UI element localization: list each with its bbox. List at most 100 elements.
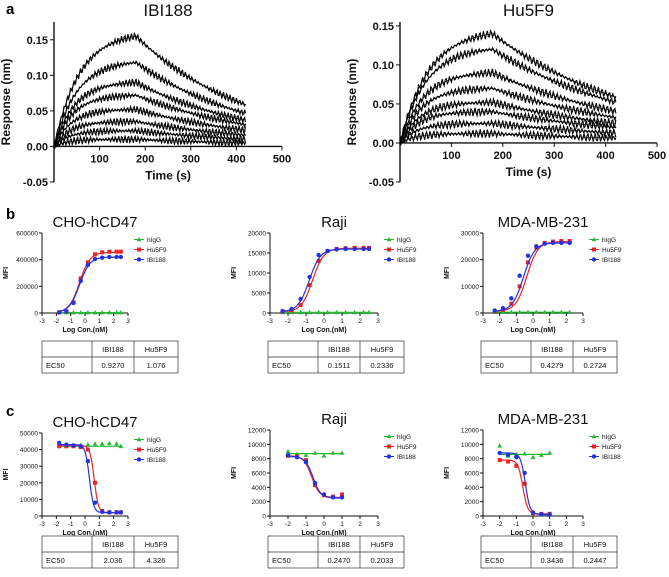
data-point — [550, 240, 556, 246]
legend-label: IBI188 — [602, 257, 621, 264]
legend-label: hIgG — [147, 237, 161, 244]
legend-marker — [136, 237, 142, 242]
y-tick-label: -0.05 — [23, 177, 48, 189]
ec50-table-c-CHO-hCD47: IBI188 Hu5F9 EC50 2.036 4.326 — [41, 535, 179, 569]
data-point — [506, 459, 510, 464]
y-tick-label: 8000 — [465, 456, 480, 463]
y-tick-label: 0 — [34, 311, 38, 318]
y-tick-label: 0.15 — [373, 21, 394, 33]
legend-marker — [136, 257, 142, 262]
y-axis-label: MFI — [3, 267, 10, 279]
series-IBI188: IBI188 — [492, 240, 621, 313]
data-point — [298, 303, 303, 307]
data-point — [558, 309, 564, 314]
data-point — [92, 441, 98, 446]
data-point — [93, 480, 98, 485]
x-tick-label: 1 — [548, 318, 552, 325]
x-tick-label: 2 — [565, 521, 569, 528]
legend-label: hIgG — [397, 237, 411, 244]
fit-curve — [494, 242, 570, 312]
legend-marker — [591, 454, 597, 459]
x-tick-label: -1 — [303, 318, 309, 325]
x-tick-label: 0 — [531, 318, 535, 325]
data-point — [99, 441, 105, 446]
series-IBI188: IBI188 — [497, 450, 621, 517]
legend-marker — [591, 257, 597, 262]
data-point — [85, 459, 91, 464]
x-axis-label: Log Con.(nM) — [62, 327, 107, 334]
x-tick-label: 2 — [358, 521, 362, 528]
sensorgram-fit — [399, 72, 616, 144]
sensorgram-trace — [399, 96, 617, 143]
x-tick-label: 100 — [90, 153, 108, 165]
x-tick-label: 200 — [136, 153, 154, 165]
y-axis-label: MFI — [231, 267, 238, 279]
x-tick-label: -3 — [480, 521, 486, 528]
series-IBI188: IBI188 — [57, 254, 166, 315]
y-tick-label: 10000 — [248, 442, 266, 449]
data-point — [280, 309, 285, 314]
ec50-table-b-MDA-MB-231: IBI188 Hu5F9 EC50 0.4279 0.2724 — [480, 340, 618, 374]
data-point — [118, 249, 123, 254]
table-value-hu5f9: 0.2033 — [371, 556, 394, 565]
x-tick-label: 3 — [376, 318, 380, 325]
data-point — [530, 510, 536, 515]
data-point — [542, 241, 547, 246]
fit-curve — [288, 455, 342, 498]
x-tick-label: -3 — [480, 318, 486, 325]
ec50-table-c-Raji: IBI188 Hu5F9 EC50 0.2470 0.2033 — [267, 535, 405, 569]
legend-label: IBI188 — [397, 454, 416, 461]
legend-label: Hu5F9 — [397, 247, 417, 254]
y-tick-label: 0 — [34, 514, 38, 521]
legend-label: hIgG — [602, 434, 616, 441]
data-point — [505, 452, 511, 458]
table-row-label: EC50 — [272, 361, 291, 370]
data-point — [343, 309, 348, 315]
data-point — [64, 442, 69, 447]
ec50-table-b-Raji: IBI188 Hu5F9 EC50 0.1511 0.2336 — [267, 340, 405, 374]
x-tick-label: -2 — [285, 521, 291, 528]
table-value-hu5f9: 0.2447 — [584, 556, 607, 565]
legend-marker — [386, 454, 392, 459]
legend-label: IBI188 — [147, 257, 166, 264]
sensorgram-trace — [399, 84, 617, 146]
data-point — [525, 253, 531, 258]
table-header-ibi188: IBI188 — [541, 540, 563, 549]
fit-curve — [282, 248, 369, 312]
data-point — [92, 256, 98, 262]
data-point — [303, 452, 309, 457]
sensorgram-trace — [399, 118, 617, 146]
x-tick-label: -2 — [285, 318, 291, 325]
data-point — [530, 454, 536, 460]
table-value-ibi188: 0.1511 — [328, 361, 350, 370]
data-point — [114, 441, 119, 446]
table-header-ibi188: IBI188 — [541, 345, 563, 354]
x-axis-label: Log Con.(nM) — [510, 327, 555, 334]
sensorgram-trace — [53, 78, 247, 147]
data-point — [352, 309, 357, 315]
sensorgram-trace — [53, 134, 246, 148]
data-point — [114, 249, 119, 254]
fit-curve — [282, 247, 369, 313]
data-point — [334, 247, 339, 252]
legend-marker — [386, 434, 392, 439]
data-point — [547, 450, 553, 455]
sensorgram-trace — [53, 125, 247, 150]
chart-title: CHO-hCD47 — [52, 214, 137, 231]
data-point — [92, 500, 98, 505]
y-tick-label: 200000 — [16, 284, 38, 291]
sensorgram-trace — [399, 68, 617, 143]
table-header-hu5f9: Hu5F9 — [371, 540, 394, 549]
data-point — [330, 495, 336, 500]
x-tick-label: 1 — [548, 521, 552, 528]
data-point — [294, 455, 300, 460]
x-tick-label: 1 — [98, 318, 102, 325]
data-point — [85, 260, 90, 265]
x-tick-label: -2 — [497, 318, 503, 325]
x-tick-label: 2 — [358, 318, 362, 325]
y-tick-label: 0 — [262, 514, 266, 521]
data-point — [497, 450, 502, 456]
y-axis-label: Response (nm) — [0, 59, 13, 146]
data-point — [118, 254, 124, 260]
